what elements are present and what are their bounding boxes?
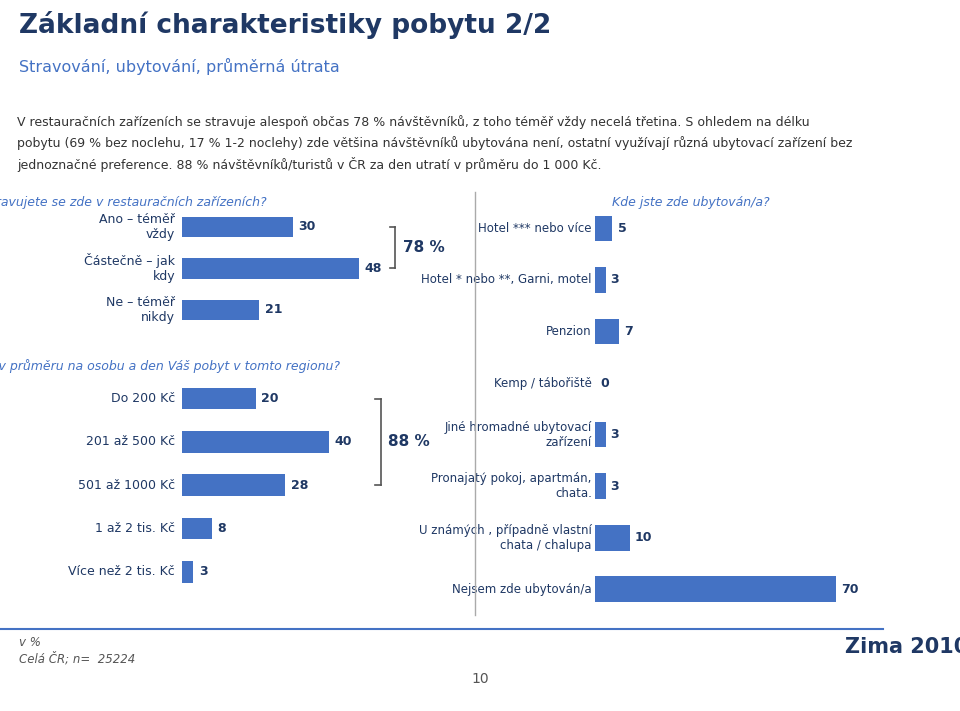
Text: 88 %: 88 %	[388, 434, 430, 449]
Bar	[595, 474, 606, 499]
Text: Celá ČR; n=  25224: Celá ČR; n= 25224	[19, 652, 135, 665]
Text: 20: 20	[261, 392, 278, 405]
Text: Stravujete se zde v restauračních zařízeních?: Stravujete se zde v restauračních zaříze…	[0, 196, 267, 208]
Text: 3: 3	[611, 428, 619, 441]
Bar	[595, 319, 619, 344]
Text: Kolik Vás stojí v průměru na osobu a den Váš pobyt v tomto regionu?: Kolik Vás stojí v průměru na osobu a den…	[0, 359, 340, 373]
Text: V restauračních zařízeních se stravuje alespoň občas 78 % návštěvníků, z toho té: V restauračních zařízeních se stravuje a…	[17, 115, 852, 172]
Text: 8: 8	[217, 522, 226, 535]
Text: 5: 5	[617, 222, 626, 235]
Text: 0: 0	[600, 377, 609, 390]
Text: 48: 48	[364, 262, 381, 275]
Text: Základní charakteristiky pobytu 2/2: Základní charakteristiky pobytu 2/2	[19, 11, 551, 39]
Bar	[182, 431, 329, 453]
Text: 3: 3	[611, 274, 619, 287]
Bar	[595, 422, 606, 447]
Bar	[182, 518, 212, 540]
Text: Do 200 Kč: Do 200 Kč	[110, 392, 175, 405]
Text: 3: 3	[611, 480, 619, 493]
Text: 3: 3	[199, 565, 207, 579]
Bar	[182, 561, 193, 583]
Bar	[182, 474, 285, 496]
Text: Hotel * nebo **, Garni, motel: Hotel * nebo **, Garni, motel	[421, 274, 591, 287]
Text: 78 %: 78 %	[402, 240, 444, 255]
Bar	[182, 299, 259, 320]
Text: v %: v %	[19, 636, 41, 649]
Bar	[595, 525, 630, 550]
Text: Stravování, ubytování, průměrná útrata: Stravování, ubytování, průměrná útrata	[19, 58, 340, 75]
Text: 10: 10	[471, 672, 489, 686]
Text: Kemp / tábořiště: Kemp / tábořiště	[493, 377, 591, 390]
Text: 7: 7	[624, 325, 634, 338]
Text: Jiné hromadné ubytovací
zařízení: Jiné hromadné ubytovací zařízení	[444, 421, 591, 449]
Text: 30: 30	[298, 220, 316, 233]
Text: Hotel *** nebo více: Hotel *** nebo více	[478, 222, 591, 235]
Text: 40: 40	[335, 435, 352, 449]
Text: Pronajatý pokoj, apartmán,
chata.: Pronajatý pokoj, apartmán, chata.	[431, 472, 591, 500]
Bar	[595, 267, 606, 293]
Bar	[595, 215, 612, 241]
Text: Ano – téměř
vždy: Ano – téměř vždy	[99, 213, 175, 241]
Text: Penzion: Penzion	[546, 325, 591, 338]
Bar	[182, 387, 255, 410]
Bar	[182, 258, 359, 279]
Text: 10: 10	[635, 531, 652, 544]
Text: Více než 2 tis. Kč: Více než 2 tis. Kč	[68, 565, 175, 579]
Text: 201 až 500 Kč: 201 až 500 Kč	[86, 435, 175, 449]
Text: 21: 21	[265, 304, 282, 316]
Text: Kde jste zde ubytován/a?: Kde jste zde ubytován/a?	[612, 196, 770, 208]
Text: 28: 28	[291, 479, 308, 492]
Text: Částečně – jak
kdy: Částečně – jak kdy	[84, 253, 175, 284]
Text: 501 až 1000 Kč: 501 až 1000 Kč	[78, 479, 175, 492]
Text: 70: 70	[841, 583, 858, 596]
Text: Ne – téměř
nikdy: Ne – téměř nikdy	[106, 296, 175, 324]
Text: U známých , případně vlastní
chata / chalupa: U známých , případně vlastní chata / cha…	[419, 524, 591, 552]
Bar	[182, 217, 293, 237]
Text: Zima 2010: Zima 2010	[845, 637, 960, 657]
Text: 1 až 2 tis. Kč: 1 až 2 tis. Kč	[95, 522, 175, 535]
Bar	[595, 577, 836, 602]
Text: Nejsem zde ubytován/a: Nejsem zde ubytován/a	[452, 583, 591, 596]
